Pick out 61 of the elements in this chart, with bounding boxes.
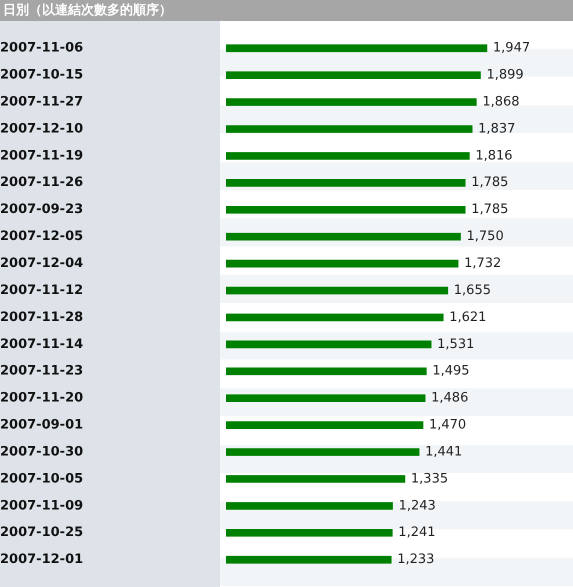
y-tick-label: 2007-09-01 <box>0 418 84 433</box>
data-label: 1,441 <box>425 444 462 460</box>
bar <box>226 98 477 106</box>
y-tick-label: 2007-11-27 <box>0 94 84 110</box>
bar <box>226 475 406 483</box>
y-tick-label: 2007-11-09 <box>0 498 84 514</box>
y-tick-label: 2007-11-14 <box>0 336 84 352</box>
bar <box>226 179 466 187</box>
bar <box>226 421 424 429</box>
data-label: 1,495 <box>432 364 470 379</box>
y-tick-label: 2007-12-04 <box>0 256 84 271</box>
data-label: 1,816 <box>475 148 513 164</box>
data-label: 1,785 <box>471 175 508 190</box>
y-tick-label: 2007-11-26 <box>0 175 84 190</box>
data-label: 1,335 <box>410 471 448 486</box>
bar <box>226 528 393 537</box>
bar <box>226 340 432 348</box>
y-tick-label: 2007-11-28 <box>0 310 84 325</box>
y-tick-label: 2007-09-23 <box>0 202 84 218</box>
data-label: 1,785 <box>471 202 508 218</box>
bar <box>226 314 444 322</box>
y-tick-label: 2007-11-12 <box>0 282 84 298</box>
data-label: 1,531 <box>437 336 474 352</box>
y-tick-label: 2007-12-05 <box>0 229 84 244</box>
y-tick-label: 2007-11-06 <box>0 40 84 56</box>
data-label: 1,621 <box>449 310 486 325</box>
data-label: 1,947 <box>492 40 530 56</box>
y-tick-label: 2007-10-15 <box>0 68 84 83</box>
y-tick-label: 2007-10-05 <box>0 471 84 486</box>
data-label: 1,750 <box>466 229 504 244</box>
data-label: 1,837 <box>478 121 516 136</box>
data-label: 1,868 <box>482 94 520 110</box>
y-tick-label: 2007-10-25 <box>0 525 84 540</box>
bar <box>226 71 481 80</box>
bar <box>226 44 488 52</box>
text: 日別（以連結次數多的順序） <box>0 0 573 21</box>
data-label: 1,655 <box>454 282 491 298</box>
data-label: 1,899 <box>486 68 524 83</box>
data-label: 1,241 <box>398 525 436 540</box>
y-tick-label: 2007-11-23 <box>0 364 84 379</box>
data-label: 1,233 <box>397 552 434 568</box>
bar <box>226 260 458 268</box>
bar <box>226 125 472 133</box>
y-tick-label: 2007-12-01 <box>0 552 84 568</box>
bar <box>226 394 426 402</box>
y-tick-label: 2007-12-10 <box>0 121 84 136</box>
y-tick-label: 2007-10-30 <box>0 444 84 460</box>
bar <box>226 556 392 564</box>
bar <box>226 448 420 456</box>
bar <box>226 152 470 160</box>
data-label: 1,470 <box>428 418 466 433</box>
data-label: 1,486 <box>431 390 468 406</box>
bar <box>226 367 427 376</box>
data-label: 1,243 <box>398 498 436 514</box>
y-tick-label: 2007-11-20 <box>0 390 84 406</box>
bar <box>226 232 461 241</box>
bar <box>226 286 448 294</box>
bar <box>226 206 466 214</box>
bar <box>226 502 393 510</box>
data-label: 1,732 <box>464 256 502 271</box>
y-tick-label: 2007-11-19 <box>0 148 84 164</box>
